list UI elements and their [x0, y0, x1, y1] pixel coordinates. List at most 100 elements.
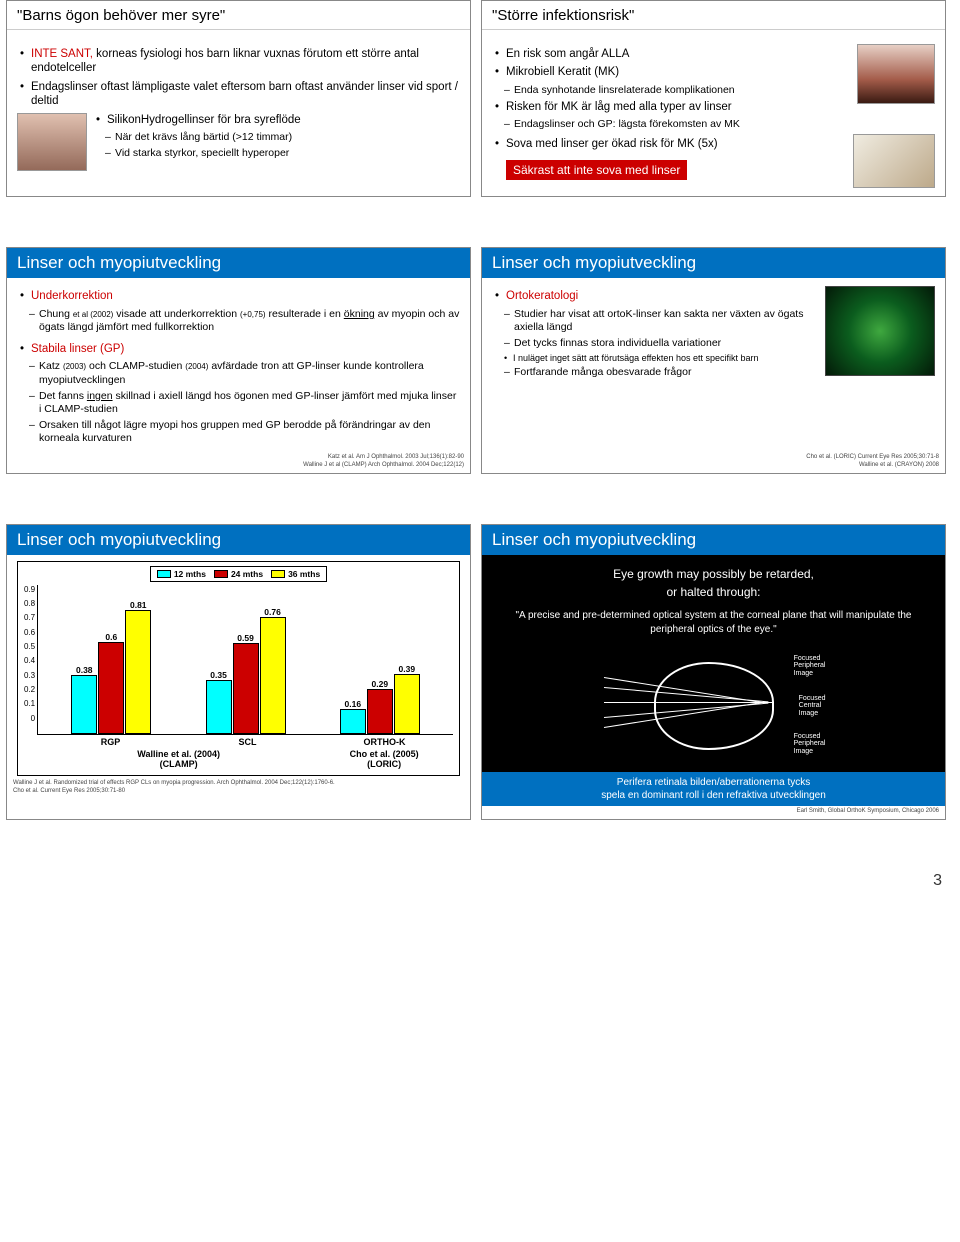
row-1: "Barns ögon behöver mer syre" INTE SANT,…	[0, 0, 960, 197]
quote-text: "A precise and pre-determined optical sy…	[492, 609, 935, 637]
slide-3-body: Underkorrektion Chung et al (2002) visad…	[7, 278, 470, 452]
chart-captions: Walline et al. (2004) (CLAMP) Cho et al.…	[24, 749, 453, 769]
bar-group: 0.160.290.39	[340, 674, 420, 734]
citation: Earl Smith, Global OrthoK Symposium, Chi…	[488, 808, 939, 816]
citations: Cho et al. (LORIC) Current Eye Res 2005;…	[482, 452, 945, 473]
bullet: Risken för MK är låg med alla typer av l…	[495, 100, 935, 114]
bullet: En risk som angår ALLA	[495, 47, 935, 61]
heading-orthok: Ortokeratologi	[495, 289, 935, 303]
bar: 0.6	[98, 642, 124, 734]
ref: (2004)	[185, 362, 208, 371]
citations: Katz et al. Am J Ophthalmol. 2003 Jul;13…	[7, 452, 470, 473]
slide-3: Linser och myopiutveckling Underkorrekti…	[6, 247, 471, 473]
bullet: INTE SANT, korneas fysiologi hos barn li…	[20, 47, 460, 76]
slide-5-title: Linser och myopiutveckling	[7, 525, 470, 555]
text: Chung	[39, 308, 73, 320]
focus-label-mid: Focused Central Image	[799, 695, 826, 718]
citations: Walline J et al. Randomized trial of eff…	[7, 778, 470, 799]
bar-value-label: 0.16	[345, 699, 362, 709]
subbullet: Endagslinser och GP: lägsta förekomsten …	[504, 118, 935, 131]
slide-4-body: Ortokeratologi Studier har visat att ort…	[482, 278, 945, 452]
row-3: Linser och myopiutveckling 12 mths 24 mt…	[0, 524, 960, 820]
bar-value-label: 0.38	[76, 665, 93, 675]
bullet: Sova med linser ger ökad risk för MK (5x…	[495, 137, 935, 151]
citation: Cho et al. Current Eye Res 2005;30:71-80	[13, 788, 464, 796]
subbullet: Katz (2003) och CLAMP-studien (2004) avf…	[29, 360, 460, 386]
citation: Walline et al. (CRAYON) 2008	[488, 462, 939, 470]
ref: et al (2002)	[73, 310, 113, 319]
x-tick-label: SCL	[180, 737, 316, 747]
bottom-caption: Perifera retinala bilden/aberrationerna …	[482, 772, 945, 806]
bullet: Mikrobiell Keratit (MK)	[495, 65, 935, 79]
bar-group: 0.380.60.81	[71, 610, 151, 734]
caption-right: Cho et al. (2005) (LORIC)	[316, 749, 452, 769]
bar: 0.29	[367, 689, 393, 733]
subbullet: Vid starka styrkor, speciellt hyperoper	[105, 147, 460, 160]
citation: Katz et al. Am J Ophthalmol. 2003 Jul;13…	[13, 454, 464, 462]
eye-ray-diagram: Focused Peripheral Image Focused Central…	[604, 647, 824, 762]
focus-label-bot: Focused Peripheral Image	[794, 733, 826, 756]
bar: 0.35	[206, 680, 232, 734]
headline: Eye growth may possibly be retarded, or …	[492, 565, 935, 609]
ref: (+0,75)	[240, 310, 266, 319]
divider	[7, 29, 470, 30]
bar-value-label: 0.35	[210, 670, 227, 680]
text: or halted through:	[666, 585, 760, 599]
ref: (2003)	[63, 362, 86, 371]
legend-item: 12 mths	[157, 569, 206, 579]
heading-underkorrektion: Underkorrektion	[20, 289, 460, 303]
slide-1-title: "Barns ögon behöver mer syre"	[7, 1, 470, 27]
bar: 0.16	[340, 709, 366, 734]
bar-value-label: 0.6	[105, 632, 117, 642]
text: och CLAMP-studien	[86, 360, 185, 372]
bar-chart: 12 mths 24 mths 36 mths 0.90.80.70.60.50…	[17, 561, 460, 776]
slide-3-title: Linser och myopiutveckling	[7, 248, 470, 278]
chart-legend: 12 mths 24 mths 36 mths	[150, 566, 327, 582]
histology-image	[17, 113, 87, 171]
subbullet: Chung et al (2002) visade att underkorre…	[29, 308, 460, 334]
focus-label-top: Focused Peripheral Image	[794, 655, 826, 678]
slide-2-body: En risk som angår ALLA Mikrobiell Kerati…	[482, 36, 945, 196]
legend-label: 36 mths	[288, 569, 320, 579]
subsubbullet: I nuläget inget sätt att förutsäga effek…	[504, 353, 935, 364]
slide-6-title: Linser och myopiutveckling	[482, 525, 945, 555]
x-axis: RGPSCLORTHO-K	[24, 737, 453, 747]
bar: 0.38	[71, 675, 97, 733]
legend-item: 24 mths	[214, 569, 263, 579]
citation: Cho et al. (LORIC) Current Eye Res 2005;…	[488, 454, 939, 462]
y-axis: 0.90.80.70.60.50.40.30.20.10	[24, 585, 37, 735]
page-number: 3	[0, 870, 960, 896]
text: Katz	[39, 360, 63, 372]
bar: 0.81	[125, 610, 151, 734]
bar-value-label: 0.59	[237, 633, 254, 643]
slide-6: Linser och myopiutveckling Eye growth ma…	[481, 524, 946, 820]
ray	[604, 702, 774, 703]
warning-box: Säkrast att inte sova med linser	[506, 160, 687, 180]
slide-6-body: Eye growth may possibly be retarded, or …	[482, 555, 945, 772]
slide-4-title: Linser och myopiutveckling	[482, 248, 945, 278]
subbullet: Det tycks finnas stora individuella vari…	[504, 337, 935, 350]
legend-label: 24 mths	[231, 569, 263, 579]
chart-area: 0.90.80.70.60.50.40.30.20.10 0.380.60.81…	[24, 585, 453, 735]
slide-1: "Barns ögon behöver mer syre" INTE SANT,…	[6, 0, 471, 197]
eye-outline	[654, 662, 774, 750]
caption-left: Walline et al. (2004) (CLAMP)	[43, 749, 314, 769]
legend-label: 12 mths	[174, 569, 206, 579]
bar-value-label: 0.76	[264, 607, 281, 617]
subbullet: Fortfarande många obesvarade frågor	[504, 366, 935, 379]
bar: 0.39	[394, 674, 420, 734]
citations: Earl Smith, Global OrthoK Symposium, Chi…	[482, 806, 945, 819]
text: Eye growth may possibly be retarded,	[613, 567, 814, 581]
slide-2: "Större infektionsrisk" En risk som angå…	[481, 0, 946, 197]
subbullet: Det fanns ingen skillnad i axiell längd …	[29, 390, 460, 416]
row-2: Linser och myopiutveckling Underkorrekti…	[0, 247, 960, 473]
citation: Walline J et al (CLAMP) Arch Ophthalmol.…	[13, 462, 464, 470]
subbullet: Enda synhotande linsrelaterade komplikat…	[504, 84, 935, 97]
legend-item: 36 mths	[271, 569, 320, 579]
x-tick-label: RGP	[43, 737, 179, 747]
not-true: INTE SANT,	[31, 48, 93, 60]
slide-1-body: INTE SANT, korneas fysiologi hos barn li…	[7, 36, 470, 196]
subbullet: Studier har visat att ortoK-linser kan s…	[504, 308, 935, 334]
heading-stabila: Stabila linser (GP)	[20, 342, 460, 356]
bullet: Endagslinser oftast lämpligaste valet ef…	[20, 80, 460, 109]
